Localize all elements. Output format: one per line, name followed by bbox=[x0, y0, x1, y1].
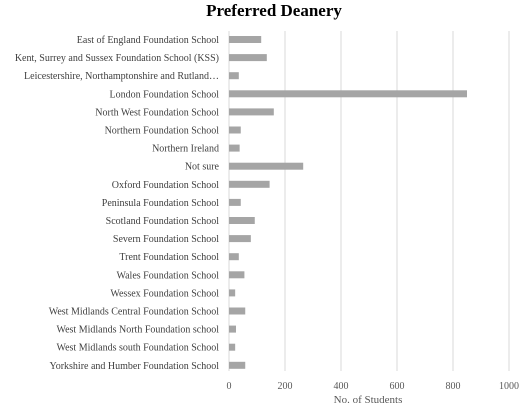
bar bbox=[229, 108, 274, 116]
category-label: Trent Foundation School bbox=[119, 252, 219, 263]
category-label: Kent, Surrey and Sussex Foundation Schoo… bbox=[15, 53, 219, 64]
category-label: Oxford Foundation School bbox=[112, 180, 219, 191]
bar bbox=[229, 90, 467, 98]
category-label: West Midlands Central Foundation School bbox=[49, 307, 220, 318]
bar bbox=[229, 180, 270, 188]
bar bbox=[229, 36, 262, 43]
x-tick-label: 0 bbox=[227, 381, 232, 392]
bar bbox=[229, 325, 236, 333]
bar bbox=[229, 343, 236, 351]
bar bbox=[229, 198, 241, 206]
bars bbox=[229, 36, 467, 369]
x-tick-label: 600 bbox=[390, 381, 405, 392]
category-label: Northern Foundation School bbox=[105, 126, 220, 137]
x-tick-label: 400 bbox=[334, 381, 349, 392]
chart-title: Preferred Deanery bbox=[206, 1, 342, 20]
category-label: Scotland Foundation School bbox=[106, 216, 220, 227]
x-tick-label: 1000 bbox=[499, 381, 519, 392]
bar bbox=[229, 271, 245, 279]
bar bbox=[229, 72, 239, 80]
bar bbox=[229, 235, 251, 243]
bar bbox=[229, 361, 246, 369]
bar bbox=[229, 307, 246, 315]
x-tick-label: 800 bbox=[446, 381, 461, 392]
x-tick-labels: 0 200 400 600 800 1000 bbox=[227, 381, 520, 392]
bar bbox=[229, 144, 240, 152]
category-label: Northern Ireland bbox=[152, 144, 219, 155]
bar bbox=[229, 126, 241, 134]
category-label: Yorkshire and Humber Foundation School bbox=[49, 361, 219, 372]
x-axis-title: No. of Students bbox=[334, 394, 403, 406]
bar bbox=[229, 54, 267, 62]
category-label: West Midlands North Foundation school bbox=[56, 325, 219, 336]
bar bbox=[229, 289, 236, 297]
category-label: Wales Foundation School bbox=[116, 270, 219, 281]
category-label: East of England Foundation School bbox=[77, 35, 219, 46]
category-label: Severn Foundation School bbox=[113, 234, 219, 245]
category-labels: East of England Foundation School Kent, S… bbox=[15, 35, 220, 372]
bar bbox=[229, 217, 255, 224]
category-label: Not sure bbox=[185, 162, 220, 173]
bar bbox=[229, 162, 304, 170]
category-label: Peninsula Foundation School bbox=[102, 198, 219, 209]
category-label: Leicestershire, Northamptonshire and Rut… bbox=[24, 71, 219, 82]
bar bbox=[229, 253, 239, 261]
category-label: Wessex Foundation School bbox=[110, 288, 219, 299]
category-label: London Foundation School bbox=[110, 89, 220, 100]
gridlines bbox=[228, 31, 510, 371]
category-label: West Midlands south Foundation School bbox=[56, 343, 219, 354]
x-tick-label: 200 bbox=[278, 381, 293, 392]
category-label: North West Foundation School bbox=[95, 107, 219, 118]
